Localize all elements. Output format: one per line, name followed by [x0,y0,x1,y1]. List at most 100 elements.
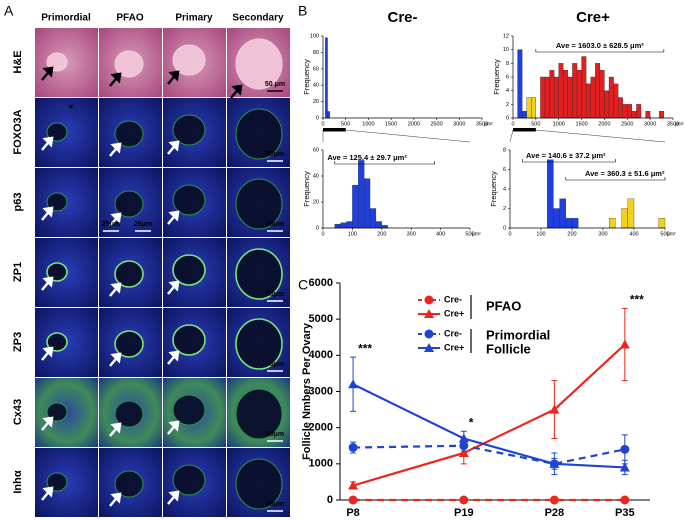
y-tick-label: 0 [503,225,506,231]
arrow [167,490,180,505]
arrow [41,486,54,501]
x-tick-label: 500 [531,121,540,127]
oocyte [46,52,68,72]
histogram-bar [334,223,341,229]
x-tick-label: 500 [660,231,669,237]
oocyte [235,458,283,510]
marker [348,480,359,490]
oocyte [235,178,283,230]
oocyte [114,190,144,218]
legend-group-label: Follicle [486,341,531,356]
x-tick-label: 3500 [476,121,488,127]
scale-label: 50 μm [265,81,285,88]
panel-letter: A [4,3,14,19]
histogram-bar [549,70,555,119]
histogram-bar [585,83,591,119]
series-line [352,343,626,487]
oocyte [114,260,144,288]
legend-label: Cre- [444,328,462,338]
histogram-bar [617,97,623,119]
histogram-bar [645,111,651,119]
x-tick-label: 3000 [453,121,465,127]
panel-letter: B [298,3,307,19]
y-tick-label: 12 [503,33,509,39]
row-label: p63 [12,193,24,212]
x-tick-label: 0 [321,121,324,127]
oocyte [46,192,68,212]
histogram-bar [604,90,610,119]
legend-label: Cre+ [444,308,464,318]
histogram-bar [631,111,637,119]
row-label: H&E [12,50,24,73]
x-tick-label: 200 [567,231,576,237]
x-tick-label: 1500 [575,121,587,127]
panel-letter: C [298,277,308,293]
x-tick-label: 300 [598,231,607,237]
x-unit: μm² [667,231,676,237]
histogram-bar [571,218,579,229]
arrow [109,142,122,157]
x-tick-label: 3500 [667,121,679,127]
scale-label: 50μm [266,361,284,368]
arrow [41,346,54,361]
oocyte [114,50,144,78]
arrow [109,422,122,437]
histogram-bar [590,76,596,119]
oocyte [172,44,206,76]
x-tick-label: P28 [545,507,565,519]
asterisk: * [68,101,74,117]
x-tick-label: 3000 [644,121,656,127]
arrow [109,492,122,507]
arrow [41,66,54,81]
histogram-bar [517,49,523,119]
histogram-bar [547,159,554,229]
histogram-bar [576,70,582,119]
x-unit: μm² [484,121,493,127]
y-tick-label: 6 [503,167,506,173]
histogram-bar [364,178,371,229]
marker [619,462,630,472]
x-tick-label: 100 [348,231,357,237]
oocyte [46,402,68,422]
zoom-line [509,129,514,143]
histogram-bar [613,83,619,119]
row-label: Inhα [12,470,24,493]
annotation-bracket [535,49,665,53]
y-axis-label: Frequency [302,59,311,95]
y-tick-label: 100 [310,33,319,39]
y-tick-label: 2000 [309,422,333,434]
y-tick-label: 80 [313,50,319,56]
histogram-bar [531,97,537,119]
scale-label: 50μm [266,431,284,438]
histogram-bar [540,76,546,119]
scale-label: 50μm [266,151,284,158]
arrow [109,282,122,297]
y-tick-label: 20 [313,99,319,105]
arrow [167,70,180,85]
y-tick-label: 40 [313,173,319,179]
y-tick-label: 0 [327,494,333,506]
oocyte [46,332,68,352]
y-tick-label: 8 [503,147,506,153]
oocyte [172,184,206,216]
y-axis-label: Follicle Nmbers Per Ovary [301,322,313,460]
x-tick-label: 400 [629,231,638,237]
marker [348,495,358,505]
x-tick-label: 2500 [430,121,442,127]
histogram-bar [352,184,359,229]
column-header: Secondary [232,13,284,24]
histogram-bar [553,76,559,119]
histogram-bar [325,37,328,119]
histogram-bar [608,76,614,119]
y-tick-label: 8 [506,61,509,67]
scale-label: 50μm [266,501,284,508]
histogram-bar [544,76,550,119]
histogram-bar [581,56,587,119]
x-tick-label: 1500 [385,121,397,127]
significance: *** [358,341,372,355]
y-tick-label: 4 [503,186,506,192]
histogram-bar [346,221,353,229]
column-header: Primary [175,13,213,24]
marker [348,443,358,453]
histogram-bar [572,63,578,119]
